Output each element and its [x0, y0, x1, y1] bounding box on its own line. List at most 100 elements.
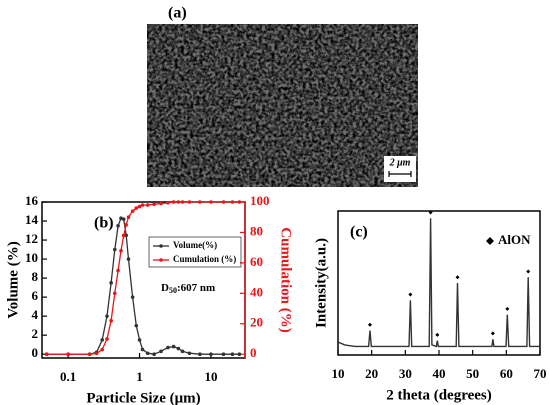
y-tick-label: 2 [32, 326, 39, 341]
x-tick-label: 60 [500, 366, 513, 381]
data-point [130, 295, 135, 299]
data-point [140, 203, 145, 207]
data-line [337, 218, 540, 348]
data-point [209, 200, 213, 204]
data-point [100, 338, 105, 342]
peak-marker [367, 322, 372, 327]
data-point [176, 200, 181, 204]
peak-marker [428, 210, 433, 215]
data-point [134, 323, 139, 328]
peak-marker [505, 306, 510, 311]
data-point [137, 204, 142, 209]
scale-box [384, 156, 416, 182]
peak-marker [408, 292, 413, 297]
y2-tick-label: 20 [250, 315, 263, 330]
data-point [237, 352, 242, 356]
y2-tick-label: 40 [250, 284, 263, 299]
data-point [209, 352, 213, 356]
legend-label: AlON [498, 232, 531, 247]
data-point [221, 200, 226, 204]
x-tick-label: 70 [534, 366, 547, 381]
legend-marker [486, 237, 494, 245]
x-tick-label: 10 [332, 366, 345, 381]
data-point [126, 257, 131, 261]
data-point [105, 314, 109, 318]
panel-label: (b) [94, 215, 114, 232]
data-point [124, 223, 128, 227]
data-point [87, 352, 92, 356]
data-point [166, 345, 170, 350]
data-point [121, 233, 126, 238]
data-point [221, 352, 226, 356]
data-point [187, 351, 192, 356]
y2-axis-label: Cumulation (%) [278, 227, 294, 332]
annotation-main: D [161, 282, 169, 294]
y-tick-label: 12 [25, 231, 38, 246]
data-point [152, 202, 156, 207]
data-point [137, 338, 142, 342]
y2-tick-label: 60 [250, 254, 263, 269]
data-point [198, 200, 202, 204]
annotation-sub: 50 [169, 286, 177, 295]
legend-marker [159, 258, 163, 262]
data-point [237, 200, 242, 204]
data-point [130, 209, 135, 213]
x-tick-label: 50 [466, 366, 479, 381]
data-point [140, 347, 145, 352]
y2-tick-label: 100 [250, 193, 270, 208]
data-point [180, 349, 185, 354]
data-point [187, 200, 192, 204]
data-point [126, 215, 131, 220]
scale-bar [388, 171, 412, 177]
y-axis-label: Intensity(a.u.) [313, 238, 329, 328]
data-point [100, 347, 105, 352]
data-point [145, 351, 150, 356]
data-point [112, 247, 117, 252]
data-point [109, 281, 113, 285]
legend-box [148, 236, 242, 268]
data-point [145, 203, 150, 207]
panel-label: (c) [350, 224, 368, 241]
y2-tick-label: 0 [250, 345, 257, 360]
sem-panel: (a) 2 μm [147, 5, 418, 187]
data-point [44, 352, 49, 356]
data-point [230, 200, 235, 204]
y-tick-label: 0 [32, 345, 39, 360]
data-point [171, 344, 176, 349]
data-point [116, 268, 120, 273]
data-point [66, 352, 70, 356]
x-tick-label: 30 [399, 366, 412, 381]
y-tick-label: 8 [32, 269, 39, 284]
scale-label: 2 μm [389, 157, 411, 168]
y-tick-label: 16 [25, 193, 39, 208]
legend-label: Cumulation (%) [173, 254, 236, 264]
data-point [166, 200, 170, 205]
data-point [116, 223, 120, 228]
sem-shade [147, 24, 418, 187]
annotation-rest: :607 nm [177, 282, 215, 294]
peak-marker [526, 269, 531, 274]
data-point [105, 337, 109, 341]
data-point [152, 352, 156, 356]
data-point [159, 201, 163, 206]
data-point [176, 346, 181, 351]
y-tick-label: 14 [25, 212, 39, 227]
y-tick-label: 4 [32, 307, 39, 322]
data-point [134, 206, 139, 210]
x-axis-label: 2 theta (degrees) [386, 387, 492, 403]
x-axis-label: Particle Size (μm) [86, 390, 200, 405]
data-point [180, 200, 185, 204]
peak-marker [455, 275, 460, 280]
annotation: D50:607 nm [161, 282, 215, 295]
peak-marker [435, 332, 440, 337]
data-point [112, 291, 117, 296]
peak-marker [490, 331, 495, 336]
x-tick-label: 0.1 [60, 369, 76, 384]
data-point [171, 200, 176, 204]
data-point [121, 217, 126, 221]
y-axis-label: Volume (%) [5, 241, 21, 318]
y-tick-label: 10 [25, 250, 38, 265]
y-tick-label: 6 [32, 288, 39, 303]
x-tick-label: 10 [204, 369, 217, 384]
